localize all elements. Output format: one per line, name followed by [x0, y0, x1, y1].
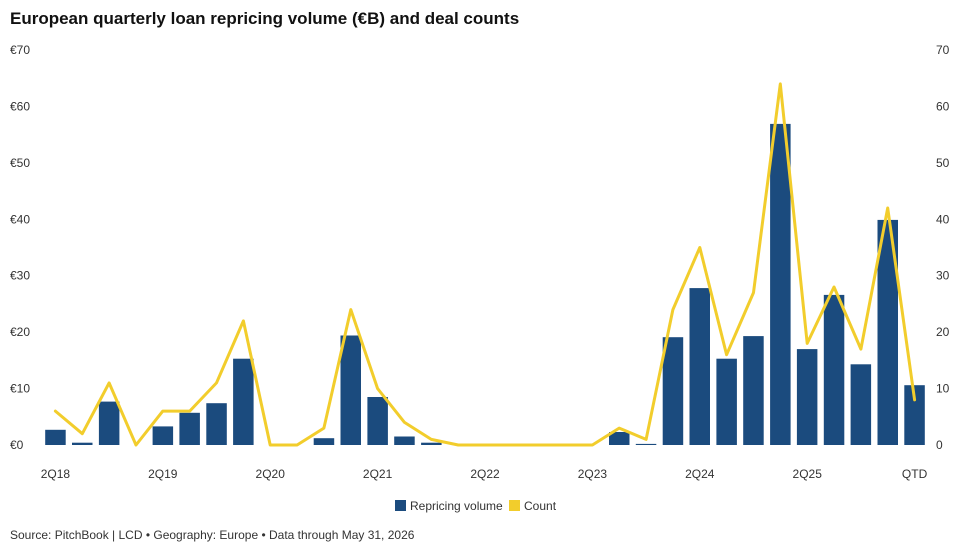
y-right-tick-label: 0 [936, 438, 943, 452]
legend: Repricing volume Count [395, 499, 557, 513]
x-tick-label: 2Q18 [41, 467, 71, 481]
bar-1Q20 [233, 358, 254, 445]
y-left-tick-label: €20 [10, 325, 30, 339]
y-axis-right: 0 10 20 30 40 50 60 70 [936, 43, 950, 452]
bar-4Q18 [98, 401, 120, 445]
bar-2Q19 [152, 426, 174, 445]
bar-1Q25 [770, 123, 791, 446]
y-right-tick-label: 50 [936, 156, 950, 170]
legend-swatch-repricing-volume [395, 500, 406, 511]
y-left-tick-label: €30 [10, 269, 30, 283]
legend-label-repricing-volume: Repricing volume [410, 499, 503, 513]
bar-3Q25 [823, 294, 845, 445]
chart-title: European quarterly loan repricing volume… [10, 9, 520, 28]
y-left-tick-label: €70 [10, 43, 30, 57]
bar-3Q18 [72, 442, 93, 445]
count-line [53, 82, 917, 447]
bar-1Q26 [877, 219, 898, 445]
bar-3Q21 [394, 436, 415, 445]
x-tick-label: QTD [902, 467, 928, 481]
bar-4Q20 [313, 438, 335, 445]
legend-swatch-count [509, 500, 520, 511]
x-tick-label: 2Q22 [470, 467, 500, 481]
y-left-tick-label: €50 [10, 156, 30, 170]
bar-3Q24 [716, 358, 737, 445]
bar-4Q23 [635, 443, 657, 445]
x-axis: 2Q18 2Q19 2Q20 2Q21 2Q22 2Q23 2Q24 2Q25 QTD [41, 467, 928, 481]
x-tick-label: 2Q25 [793, 467, 823, 481]
bar-4Q19 [206, 403, 227, 445]
y-right-tick-label: 20 [936, 325, 950, 339]
bar-series-repricing-volume [45, 123, 925, 446]
line-series-count [53, 82, 917, 447]
bar-4Q21 [421, 442, 442, 445]
source-note: Source: PitchBook | LCD • Geography: Eur… [10, 528, 415, 542]
bar-2Q18 [45, 429, 66, 445]
y-right-tick-label: 40 [936, 212, 950, 226]
bar-2Q25 [796, 349, 818, 445]
x-tick-label: 2Q24 [685, 467, 715, 481]
bar-2Q24 [689, 288, 710, 445]
y-left-tick-label: €0 [10, 438, 24, 452]
bar-4Q25 [850, 364, 872, 445]
legend-label-count: Count [524, 499, 557, 513]
y-right-tick-label: 60 [936, 99, 950, 113]
bar-1Q21 [340, 335, 361, 445]
y-right-tick-label: 70 [936, 43, 950, 57]
bar-QTD [904, 385, 925, 445]
bar-2Q21 [367, 397, 388, 445]
x-tick-label: 2Q20 [256, 467, 286, 481]
y-axis-left: €0 €10 €20 €30 €40 €50 €60 €70 [10, 43, 30, 452]
bar-3Q23 [609, 432, 630, 445]
x-tick-label: 2Q23 [578, 467, 608, 481]
x-tick-label: 2Q19 [148, 467, 178, 481]
y-right-tick-label: 10 [936, 382, 950, 396]
bar-4Q24 [743, 336, 764, 445]
y-left-tick-label: €40 [10, 212, 30, 226]
bar-3Q19 [179, 412, 200, 445]
y-right-tick-label: 30 [936, 269, 950, 283]
bar-1Q24 [662, 337, 684, 445]
y-left-tick-label: €60 [10, 99, 30, 113]
y-left-tick-label: €10 [10, 382, 30, 396]
x-tick-label: 2Q21 [363, 467, 393, 481]
